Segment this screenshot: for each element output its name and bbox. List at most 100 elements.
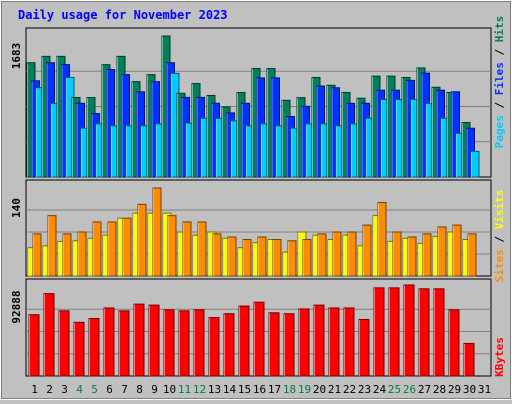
bar-sites-day-28 [437, 226, 447, 277]
bar-kbytes-day-5 [88, 318, 100, 377]
bar-kbytes-day-7 [118, 310, 130, 377]
bar-sites-day-25 [392, 231, 402, 277]
bar-sites-day-26 [407, 236, 417, 277]
legend-visits-sites-visits: Visits [493, 190, 506, 230]
bar-sites-day-13 [212, 233, 222, 277]
bar-kbytes-day-25 [388, 287, 400, 377]
x-tick-label-day-12: 12 [193, 383, 206, 396]
x-tick-label-day-7: 7 [121, 383, 128, 396]
bar-sites-day-4 [77, 231, 87, 277]
x-tick-label-day-2: 2 [46, 383, 53, 396]
x-tick-label-day-13: 13 [208, 383, 221, 396]
bar-kbytes-day-20 [313, 304, 325, 377]
bar-kbytes-day-30 [463, 342, 475, 377]
bar-kbytes-day-16 [253, 301, 265, 377]
bar-sites-day-10 [167, 215, 177, 277]
bar-kbytes-day-27 [418, 288, 430, 377]
bar-sites-day-21 [332, 231, 342, 277]
bar-sites-day-1 [32, 233, 42, 277]
bar-sites-day-22 [347, 231, 357, 277]
bar-sites-day-11 [182, 221, 192, 277]
x-tick-label-day-28: 28 [433, 383, 446, 396]
x-tick-label-day-29: 29 [448, 383, 461, 396]
bar-kbytes-day-9 [148, 304, 160, 377]
bar-sites-day-18 [287, 240, 297, 277]
x-tick-label-day-24: 24 [373, 383, 387, 396]
bar-sites-day-2 [47, 215, 57, 277]
legend-hits-files-pages-pages: Pages [493, 115, 506, 148]
x-tick-label-day-9: 9 [151, 383, 158, 396]
bar-kbytes-day-26 [403, 284, 415, 377]
bar-sites-day-9 [152, 187, 162, 277]
x-tick-label-day-23: 23 [358, 383, 371, 396]
x-tick-label-day-5: 5 [91, 383, 98, 396]
x-tick-label-day-15: 15 [238, 383, 251, 396]
bar-sites-day-15 [242, 239, 252, 277]
legend-kbytes: KBytes [493, 337, 506, 377]
bar-kbytes-day-17 [268, 312, 280, 377]
bar-kbytes-day-21 [328, 307, 340, 377]
bar-kbytes-day-6 [103, 307, 115, 377]
legend-hits-files-pages-files: Files [493, 62, 506, 95]
bar-kbytes-day-28 [433, 288, 445, 377]
bar-kbytes-day-4 [73, 321, 85, 377]
x-tick-label-day-25: 25 [388, 383, 401, 396]
legend-visits-sites-sites: Sites [493, 249, 506, 282]
bar-kbytes-day-22 [343, 307, 355, 377]
x-tick-label-day-19: 19 [298, 383, 311, 396]
x-tick-label-day-30: 30 [463, 383, 476, 396]
bar-sites-day-14 [227, 236, 237, 277]
bar-kbytes-day-15 [238, 305, 250, 377]
bar-sites-day-7 [122, 217, 132, 277]
x-tick-label-day-11: 11 [178, 383, 191, 396]
panel-visits-sites-ymax-label: 140 [10, 198, 23, 218]
bar-kbytes-day-11 [178, 310, 190, 377]
bar-kbytes-day-29 [448, 309, 460, 377]
bar-kbytes-day-13 [208, 317, 220, 377]
x-tick-label-day-21: 21 [328, 383, 341, 396]
bar-sites-day-12 [197, 221, 207, 277]
bar-sites-day-3 [62, 233, 72, 277]
x-tick-label-day-16: 16 [253, 383, 266, 396]
x-tick-label-day-6: 6 [106, 383, 113, 396]
x-tick-label-day-31: 31 [478, 383, 491, 396]
bar-sites-day-23 [362, 224, 372, 277]
bar-sites-day-5 [92, 221, 102, 277]
bar-sites-day-19 [302, 239, 312, 277]
bar-kbytes-day-8 [133, 303, 145, 377]
x-tick-label-day-1: 1 [31, 383, 38, 396]
bar-sites-day-20 [317, 233, 327, 277]
bar-kbytes-day-24 [373, 287, 385, 377]
x-tick-label-day-4: 4 [76, 383, 83, 396]
bar-sites-day-16 [257, 236, 267, 277]
x-tick-label-day-8: 8 [136, 383, 143, 396]
x-tick-label-day-17: 17 [268, 383, 281, 396]
bar-kbytes-day-3 [58, 310, 70, 377]
bar-pages-day-30 [470, 150, 480, 178]
bar-kbytes-day-18 [283, 313, 295, 377]
x-tick-label-day-20: 20 [313, 383, 326, 396]
x-tick-label-day-26: 26 [403, 383, 416, 396]
bar-sites-day-30 [467, 233, 477, 277]
bar-kbytes-day-1 [28, 314, 40, 377]
bar-sites-day-8 [137, 203, 147, 277]
bar-sites-day-29 [452, 224, 462, 277]
x-tick-label-day-22: 22 [343, 383, 356, 396]
bar-kbytes-day-12 [193, 309, 205, 377]
x-tick-label-day-10: 10 [163, 383, 176, 396]
chart-title: Daily usage for November 2023 [18, 8, 228, 22]
bar-sites-day-24 [377, 201, 387, 277]
bar-kbytes-day-2 [43, 293, 55, 377]
bar-sites-day-27 [422, 233, 432, 277]
bar-sites-day-17 [272, 239, 282, 277]
legend-hits-files-pages: Pages / Files / Hits [493, 16, 506, 149]
legend-kbytes-kbytes: KBytes [493, 337, 506, 377]
bar-kbytes-day-23 [358, 318, 370, 377]
x-tick-label-day-27: 27 [418, 383, 431, 396]
bar-kbytes-day-19 [298, 308, 310, 377]
bar-sites-day-6 [107, 221, 117, 277]
panel-kbytes-ymax-label: 92888 [10, 290, 23, 323]
